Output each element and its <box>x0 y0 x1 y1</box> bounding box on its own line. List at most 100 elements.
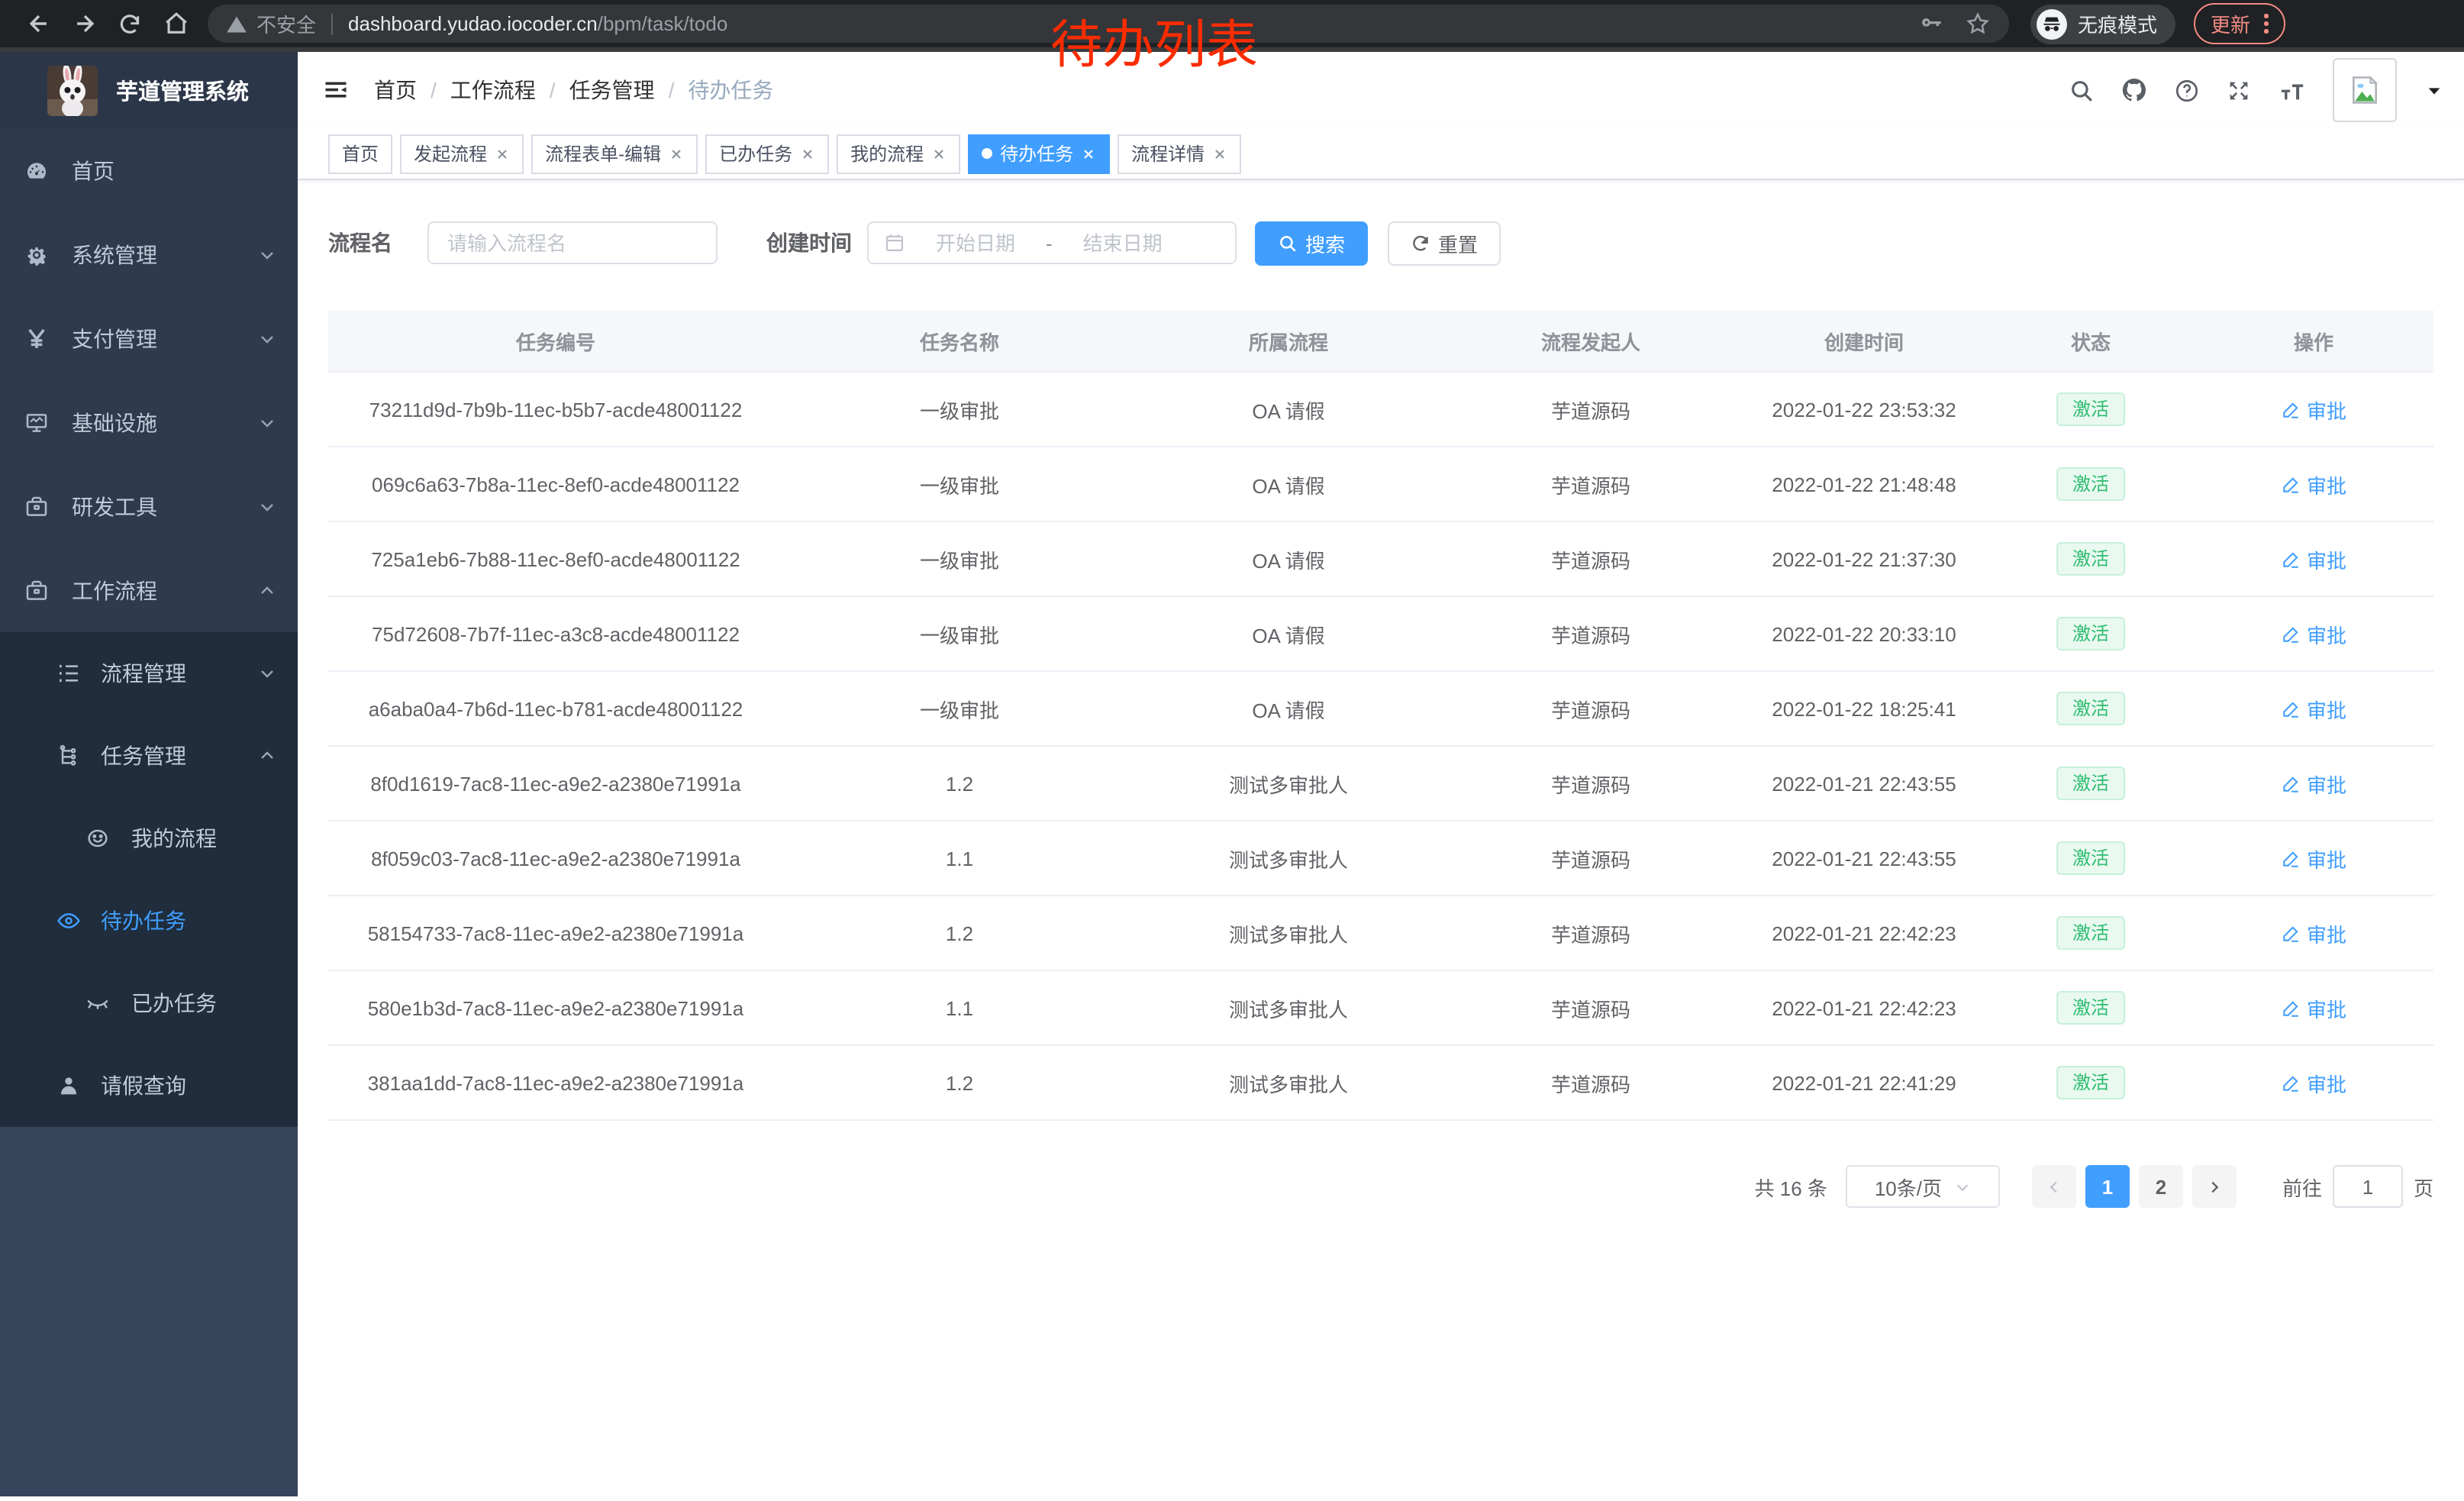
breadcrumb-task-management[interactable]: 任务管理 <box>569 78 655 102</box>
process-name-input[interactable] <box>427 221 718 264</box>
date-range-picker[interactable]: - <box>867 221 1237 264</box>
start-date-input[interactable] <box>914 230 1037 256</box>
sidebar-logo[interactable]: 芋道管理系统 <box>0 52 298 128</box>
sidebar-item-process-management[interactable]: 流程管理 <box>0 632 298 715</box>
browser-back-icon[interactable] <box>15 2 61 45</box>
breadcrumb-workflow[interactable]: 工作流程 <box>450 78 536 102</box>
tab-home[interactable]: 首页 <box>328 134 393 173</box>
approve-link[interactable]: 审批 <box>2281 395 2346 424</box>
browser-reload-icon[interactable] <box>107 2 153 45</box>
task-id: 58154733-7ac8-11ec-a9e2-a2380e71991a <box>328 896 783 971</box>
font-size-icon[interactable] <box>2278 77 2307 103</box>
help-icon[interactable] <box>2174 77 2200 103</box>
approve-label: 审批 <box>2306 1073 2346 1096</box>
security-label[interactable]: 不安全 <box>256 14 317 37</box>
approve-link[interactable]: 审批 <box>2281 619 2346 648</box>
status-cell: 激活 <box>1988 821 2194 896</box>
browser-forward-icon[interactable] <box>61 2 107 45</box>
task-id: 725a1eb6-7b88-11ec-8ef0-acde48001122 <box>328 521 783 597</box>
tab-todo-tasks[interactable]: 待办任务 <box>968 134 1111 173</box>
next-page-button[interactable] <box>2191 1165 2237 1208</box>
tab-start-process[interactable]: 发起流程 <box>400 134 524 173</box>
action-cell: 审批 <box>2194 970 2433 1046</box>
sidebar-item-done-tasks[interactable]: 已办任务 <box>0 962 298 1044</box>
create-time: 2022-01-21 22:43:55 <box>1740 821 1988 896</box>
approve-link[interactable]: 审批 <box>2281 470 2346 499</box>
sidebar-item-my-process[interactable]: 我的流程 <box>0 797 298 880</box>
toolbox-icon <box>24 494 49 518</box>
approve-link[interactable]: 审批 <box>2281 844 2346 873</box>
approve-link[interactable]: 审批 <box>2281 544 2346 573</box>
search-button[interactable]: 搜索 <box>1255 221 1369 265</box>
approve-link[interactable]: 审批 <box>2281 769 2346 798</box>
github-icon[interactable] <box>2121 76 2148 104</box>
update-label[interactable]: 更新 <box>2211 14 2251 37</box>
tab-process-detail[interactable]: 流程详情 <box>1118 134 1242 173</box>
url-host[interactable]: dashboard.yudao.iocoder.cn <box>348 12 598 35</box>
search-icon[interactable] <box>2069 77 2095 103</box>
close-icon[interactable] <box>931 146 947 161</box>
task-id: 75d72608-7b7f-11ec-a3c8-acde48001122 <box>328 596 783 672</box>
browser-menu-icon[interactable] <box>2264 14 2269 34</box>
sidebar-item-workflow[interactable]: 工作流程 <box>0 548 298 632</box>
table-row: 381aa1dd-7ac8-11ec-a9e2-a2380e71991a 1.2… <box>328 1045 2433 1121</box>
initiator: 芋道源码 <box>1441 821 1740 896</box>
sidebar-item-payment[interactable]: 支付管理 <box>0 296 298 380</box>
approve-link[interactable]: 审批 <box>2281 694 2346 723</box>
close-icon[interactable] <box>495 146 510 161</box>
action-cell: 审批 <box>2194 821 2433 896</box>
avatar[interactable] <box>2333 58 2397 122</box>
caret-down-icon[interactable] <box>2426 82 2443 98</box>
fullscreen-icon[interactable] <box>2226 77 2252 103</box>
page-button-2[interactable]: 2 <box>2138 1165 2183 1208</box>
browser-home-icon[interactable] <box>153 2 198 45</box>
status-cell: 激活 <box>1988 970 2194 1046</box>
status-badge: 激活 <box>2056 916 2124 950</box>
url-divider <box>331 13 334 34</box>
sidebar-item-task-management[interactable]: 任务管理 <box>0 715 298 797</box>
sidebar-item-system[interactable]: 系统管理 <box>0 212 298 296</box>
task-name: 一级审批 <box>783 671 1136 747</box>
sidebar-item-infrastructure[interactable]: 基础设施 <box>0 380 298 464</box>
tab-process-form-edit[interactable]: 流程表单-编辑 <box>531 134 698 173</box>
search-form: 流程名 创建时间 - 搜索 <box>328 220 2433 266</box>
browser-update-button[interactable]: 更新 <box>2194 3 2285 44</box>
sidebar-item-todo-tasks[interactable]: 待办任务 <box>0 880 298 962</box>
create-time: 2022-01-22 21:37:30 <box>1740 521 1988 597</box>
tab-my-process[interactable]: 我的流程 <box>837 134 961 173</box>
url-path[interactable]: /bpm/task/todo <box>597 12 728 35</box>
goto-unit-label: 页 <box>2413 1177 2433 1199</box>
approve-link[interactable]: 审批 <box>2281 993 2346 1022</box>
briefcase-icon <box>24 578 49 602</box>
close-icon[interactable] <box>1212 146 1227 161</box>
tab-label: 待办任务 <box>1000 144 1074 165</box>
sidebar-item-dev-tools[interactable]: 研发工具 <box>0 464 298 548</box>
approve-label: 审批 <box>2306 998 2346 1021</box>
tab-done-tasks[interactable]: 已办任务 <box>705 134 830 173</box>
close-icon[interactable] <box>800 146 815 161</box>
close-icon[interactable] <box>669 146 684 161</box>
approve-link[interactable]: 审批 <box>2281 1068 2346 1097</box>
active-tab-dot <box>982 148 993 159</box>
task-id: 73211d9d-7b9b-11ec-b5b7-acde48001122 <box>328 372 783 447</box>
password-key-icon[interactable] <box>1919 11 1943 36</box>
page-button-1[interactable]: 1 <box>2085 1165 2130 1208</box>
page-content: 流程名 创建时间 - 搜索 <box>298 180 2464 1496</box>
create-time: 2022-01-21 22:41:29 <box>1740 1045 1988 1121</box>
page-size-select[interactable]: 10条/页 <box>1845 1165 2000 1208</box>
approve-link[interactable]: 审批 <box>2281 918 2346 947</box>
bookmark-star-icon[interactable] <box>1965 11 1991 37</box>
address-bar[interactable]: 不安全 dashboard.yudao.iocoder.cn/bpm/task/… <box>208 5 2009 43</box>
prev-page-button[interactable] <box>2031 1165 2076 1208</box>
breadcrumb-home[interactable]: 首页 <box>374 78 417 102</box>
col-create-time: 创建时间 <box>1740 310 1988 373</box>
tags-view: 首页 发起流程 流程表单-编辑 已办任务 我的流程 <box>298 128 2464 180</box>
initiator: 芋道源码 <box>1441 746 1740 822</box>
sidebar-item-home[interactable]: 首页 <box>0 128 298 212</box>
sidebar-collapse-icon[interactable] <box>298 52 374 128</box>
close-icon[interactable] <box>1081 146 1096 161</box>
end-date-input[interactable] <box>1061 230 1184 256</box>
reset-button[interactable]: 重置 <box>1388 221 1501 265</box>
goto-page-input[interactable] <box>2332 1165 2403 1208</box>
sidebar-item-leave-query[interactable]: 请假查询 <box>0 1044 298 1127</box>
